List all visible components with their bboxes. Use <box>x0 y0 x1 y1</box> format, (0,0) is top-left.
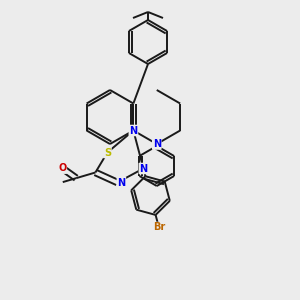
Text: N: N <box>129 125 137 136</box>
Text: N: N <box>153 139 161 149</box>
Text: O: O <box>58 163 66 173</box>
Text: S: S <box>104 148 111 158</box>
Text: N: N <box>117 178 125 188</box>
Text: N: N <box>139 164 147 173</box>
Text: Br: Br <box>153 223 165 232</box>
